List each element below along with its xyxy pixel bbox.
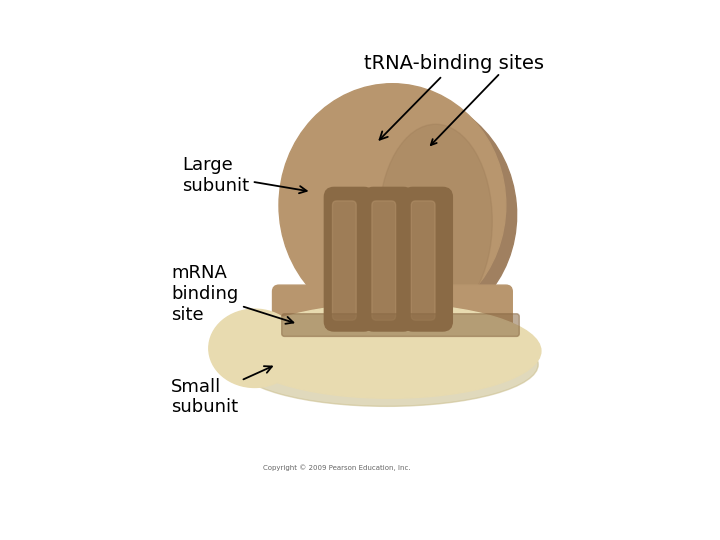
Ellipse shape <box>295 94 517 332</box>
FancyBboxPatch shape <box>372 201 396 320</box>
Text: Small
subunit: Small subunit <box>171 366 272 416</box>
Text: tRNA-binding sites: tRNA-binding sites <box>364 54 544 140</box>
FancyBboxPatch shape <box>272 285 513 339</box>
Text: mRNA
binding
site: mRNA binding site <box>171 265 293 324</box>
Ellipse shape <box>379 124 492 319</box>
Ellipse shape <box>236 322 539 407</box>
FancyBboxPatch shape <box>364 187 413 331</box>
FancyBboxPatch shape <box>282 314 519 336</box>
Ellipse shape <box>238 303 541 399</box>
FancyBboxPatch shape <box>411 201 435 320</box>
FancyBboxPatch shape <box>324 187 374 331</box>
Ellipse shape <box>279 84 505 327</box>
Text: Large
subunit: Large subunit <box>181 156 307 195</box>
Ellipse shape <box>209 309 301 388</box>
FancyBboxPatch shape <box>333 201 356 320</box>
FancyBboxPatch shape <box>403 187 452 331</box>
Text: Copyright © 2009 Pearson Education, Inc.: Copyright © 2009 Pearson Education, Inc. <box>263 464 410 471</box>
